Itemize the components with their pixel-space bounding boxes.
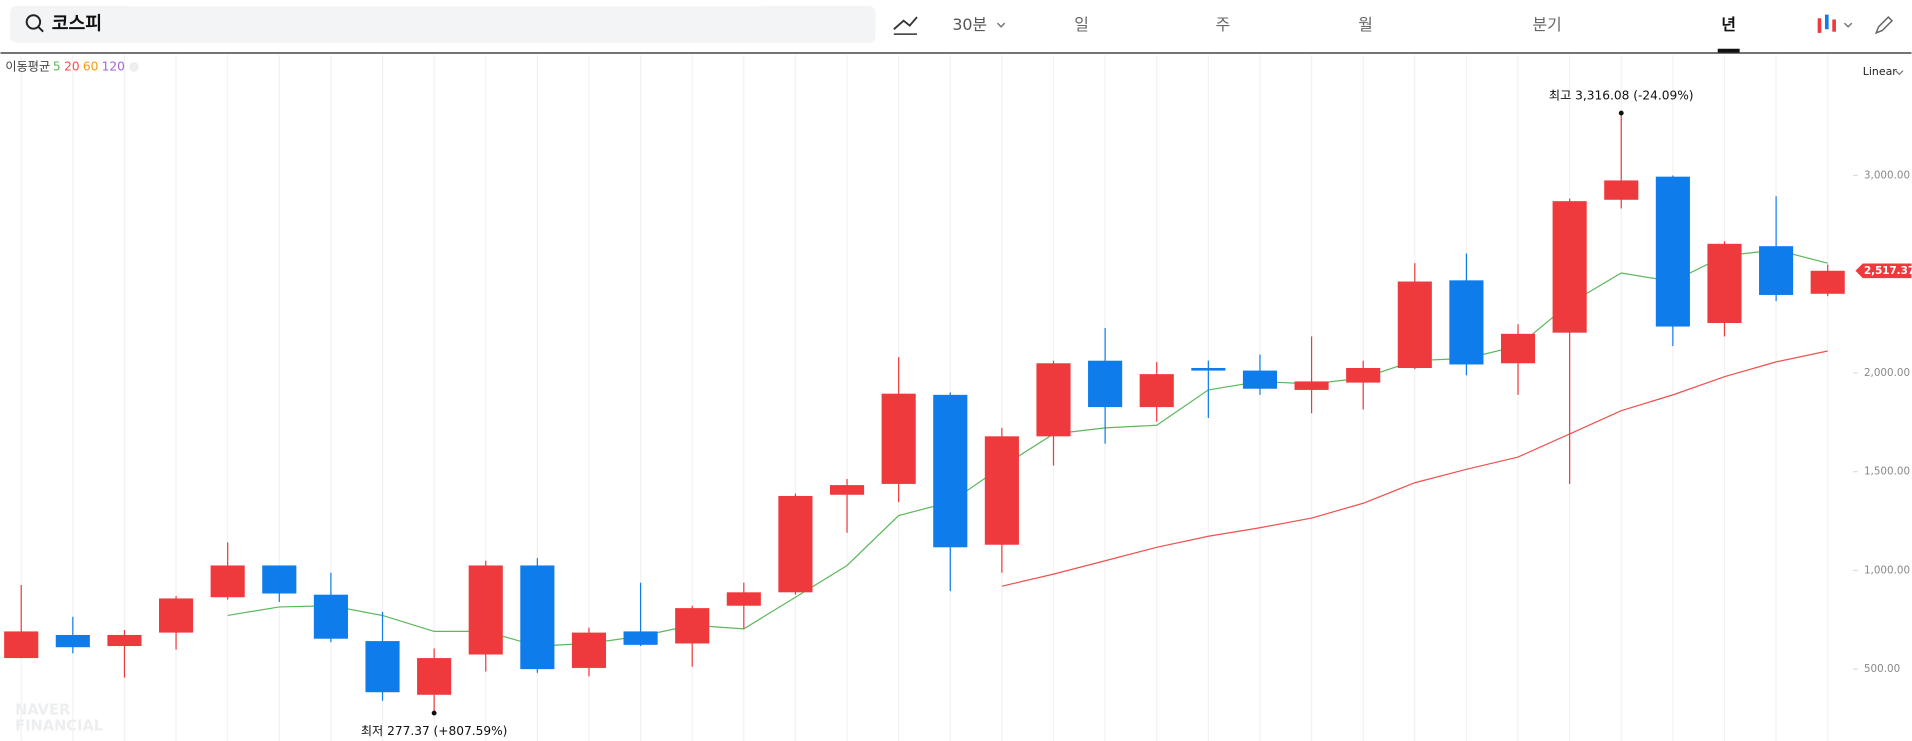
candle-body (158, 598, 194, 633)
candle-body (313, 594, 348, 639)
candle-body (1036, 363, 1071, 437)
candle-body (1242, 370, 1278, 389)
high-marker (1618, 110, 1624, 116)
chart-type-caret (1843, 22, 1853, 28)
candle-body (571, 632, 607, 668)
ma-line (227, 249, 1828, 647)
candle-body (933, 394, 968, 548)
legend-item: 120 (102, 60, 125, 74)
candle-body (1707, 243, 1742, 323)
candle-body (881, 393, 916, 484)
search-box[interactable] (10, 6, 876, 43)
candle-body (1346, 368, 1381, 383)
candle-body (726, 592, 761, 606)
search-icon-handle (37, 26, 44, 33)
interval[interactable]: 30분 (952, 15, 987, 34)
candle-body (1449, 280, 1484, 365)
high-annotation: 최고 3,316.08 (-24.09%) (1549, 89, 1694, 103)
y-tick-label: 500.00 (1864, 663, 1900, 675)
candle-body (1088, 360, 1123, 408)
candle-body (984, 436, 1019, 545)
legend-item: 5 (53, 60, 61, 74)
candle-body (210, 565, 245, 598)
low-marker (431, 710, 437, 716)
candle-body (623, 631, 658, 645)
chart-type-icon[interactable] (1817, 18, 1822, 33)
legend-close[interactable] (129, 62, 139, 72)
y-tick-label: 2,000.00 (1864, 367, 1910, 379)
period-underline (1717, 48, 1740, 53)
candle-body (1604, 180, 1639, 200)
candle-body (1294, 381, 1329, 390)
candle-body (1655, 176, 1690, 327)
candle-body (1397, 281, 1432, 369)
ma-line (1001, 350, 1828, 587)
period-tab[interactable]: 일 (1074, 15, 1089, 34)
candle-body (1191, 368, 1226, 371)
search-text[interactable]: 코스피 (52, 13, 102, 34)
legend-item: 20 (64, 60, 80, 74)
candle-body (55, 634, 90, 648)
y-tick-label: 1,000.00 (1864, 564, 1910, 576)
last-price-label: 2,517.37 (1864, 265, 1912, 277)
period-tab[interactable]: 주 (1216, 15, 1231, 34)
candle-body (1139, 374, 1174, 408)
period-tab[interactable]: 년 (1721, 15, 1736, 34)
edit-icon[interactable] (1874, 16, 1894, 35)
candle-body (4, 631, 39, 659)
scale-label[interactable]: Linear (1863, 65, 1898, 78)
candle-body (417, 658, 452, 695)
y-tick-label: 1,500.00 (1864, 466, 1910, 478)
candle-body (520, 565, 555, 670)
legend-title: 이동평균 (5, 60, 50, 74)
chart-type-icon[interactable] (1832, 19, 1836, 32)
candle-body (262, 565, 297, 594)
candle-body (468, 565, 503, 655)
candle-body (829, 485, 865, 495)
candle-body (1500, 333, 1536, 364)
candle-body (1552, 201, 1587, 333)
candle-body (675, 608, 710, 644)
candle-body (1759, 246, 1794, 295)
period-tab[interactable]: 분기 (1533, 15, 1562, 34)
indicator-icon[interactable] (893, 16, 918, 30)
watermark: FINANCIAL (15, 717, 103, 734)
last-price-tag (1855, 263, 1912, 279)
legend-item: 60 (83, 60, 99, 74)
candle-body (1810, 270, 1845, 294)
scale-caret (1895, 70, 1904, 76)
interval-caret (996, 22, 1006, 28)
candle-body (778, 495, 813, 593)
low-annotation: 최저 277.37 (+807.59%) (361, 724, 508, 738)
search-icon (25, 14, 42, 30)
chart-type-icon[interactable] (1824, 14, 1829, 30)
period-tab[interactable]: 월 (1358, 15, 1373, 34)
watermark: NAVER (15, 702, 70, 719)
candle-body (107, 634, 142, 647)
candle-body (365, 641, 400, 693)
y-tick-label: 3,000.00 (1864, 169, 1910, 181)
